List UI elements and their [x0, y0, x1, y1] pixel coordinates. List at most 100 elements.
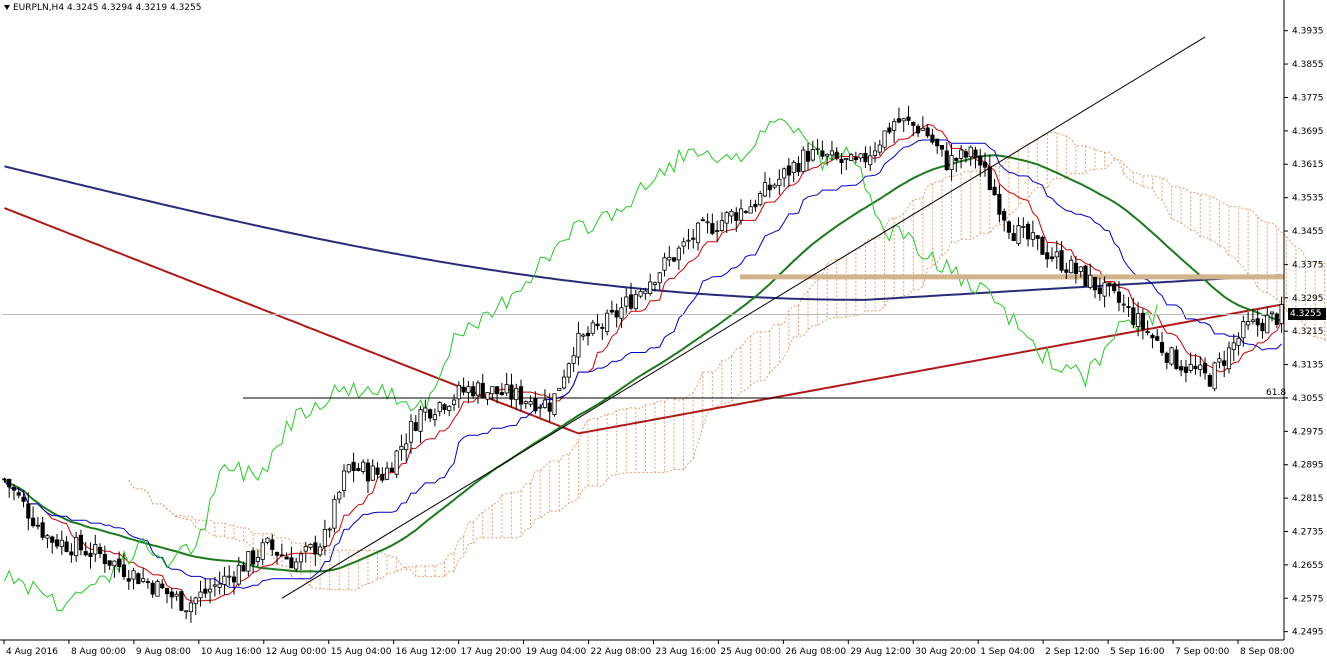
candle: [1097, 277, 1102, 301]
candle: [571, 347, 576, 373]
candle: [1198, 356, 1203, 377]
candle-body: [64, 541, 69, 552]
candle-body: [461, 386, 466, 393]
candle: [734, 207, 739, 232]
price-tick-label: 4.2895: [1292, 461, 1324, 471]
candle: [1179, 359, 1184, 377]
candle: [1269, 311, 1275, 322]
candle-body: [447, 405, 452, 411]
candle-body: [212, 584, 217, 587]
candle-body: [337, 491, 342, 500]
price-tick-label: 4.2975: [1292, 427, 1324, 437]
candle-body: [1155, 336, 1160, 341]
candle-body: [667, 256, 672, 261]
candle: [1155, 329, 1160, 342]
candle-body: [255, 556, 260, 562]
candle: [542, 389, 548, 409]
candle: [408, 414, 414, 454]
candle: [69, 543, 74, 563]
candle: [1222, 350, 1227, 378]
candle-body: [1126, 306, 1131, 308]
candle: [1107, 282, 1112, 297]
candle-body: [1107, 282, 1112, 287]
candle: [648, 273, 653, 296]
candle-body: [69, 551, 74, 556]
candle: [131, 567, 136, 590]
triangle-down-icon[interactable]: [4, 5, 10, 10]
candle: [561, 369, 567, 390]
candle-body: [45, 535, 50, 539]
candle: [657, 271, 662, 291]
candle: [1188, 352, 1193, 374]
candle-body: [743, 210, 748, 213]
candle: [533, 391, 538, 414]
candle: [844, 157, 849, 171]
candle-body: [1002, 210, 1007, 221]
candle: [102, 545, 107, 573]
price-tick-label: 4.3375: [1292, 260, 1324, 270]
candle-body: [982, 162, 988, 168]
candle: [21, 490, 26, 508]
candle: [509, 373, 514, 408]
candle: [1021, 217, 1026, 239]
candle: [246, 551, 251, 577]
candle-body: [648, 281, 653, 295]
candle: [7, 478, 12, 498]
candle: [628, 282, 634, 310]
time-tick-label: 5 Sep 16:00: [1110, 647, 1165, 657]
candle: [1279, 296, 1284, 333]
candle-body: [11, 486, 17, 491]
candle-body: [719, 220, 725, 231]
candle-body: [997, 193, 1002, 215]
candle: [925, 124, 930, 138]
candle: [231, 571, 237, 595]
candle: [346, 463, 351, 474]
time-tick-label: 8 Aug 00:00: [71, 647, 126, 657]
candle: [911, 121, 916, 137]
candle: [858, 152, 863, 163]
candle-body: [1183, 366, 1189, 373]
candle-body: [284, 556, 289, 560]
candle-body: [538, 406, 543, 409]
candle-body: [528, 401, 533, 405]
candle-body: [351, 461, 356, 471]
candle: [370, 459, 375, 481]
candle: [160, 579, 165, 590]
candle: [1202, 357, 1208, 380]
candle: [93, 534, 98, 562]
candle: [150, 580, 155, 598]
candles: [2, 105, 1284, 623]
candle: [1002, 208, 1007, 232]
candle: [849, 152, 854, 161]
candle: [1226, 341, 1232, 374]
candle: [1040, 235, 1045, 255]
candle: [796, 156, 801, 176]
candle: [1016, 217, 1021, 247]
candle-body: [710, 223, 715, 234]
candle-body: [791, 162, 796, 173]
candle: [356, 463, 361, 472]
candle-body: [260, 542, 265, 560]
candle-body: [552, 393, 557, 416]
candle-body: [1059, 250, 1064, 271]
time-tick-label: 29 Aug 12:00: [850, 647, 911, 657]
candle-body: [796, 163, 801, 173]
candle-body: [547, 402, 552, 412]
candle-body: [78, 534, 84, 551]
candle-body: [16, 492, 21, 496]
time-tick-label: 1 Sep 04:00: [980, 647, 1035, 657]
ohlc-values: 4.3245 4.3294 4.3219 4.3255: [66, 3, 202, 13]
candle-body: [595, 323, 600, 327]
candle-body: [758, 193, 763, 206]
candle: [404, 433, 409, 463]
candle-body: [1040, 236, 1045, 255]
candle: [590, 319, 595, 336]
candle: [595, 314, 600, 330]
candle: [260, 538, 265, 565]
candle: [719, 212, 725, 232]
candle: [872, 142, 878, 163]
candle: [164, 587, 170, 604]
candle-body: [1035, 235, 1040, 239]
